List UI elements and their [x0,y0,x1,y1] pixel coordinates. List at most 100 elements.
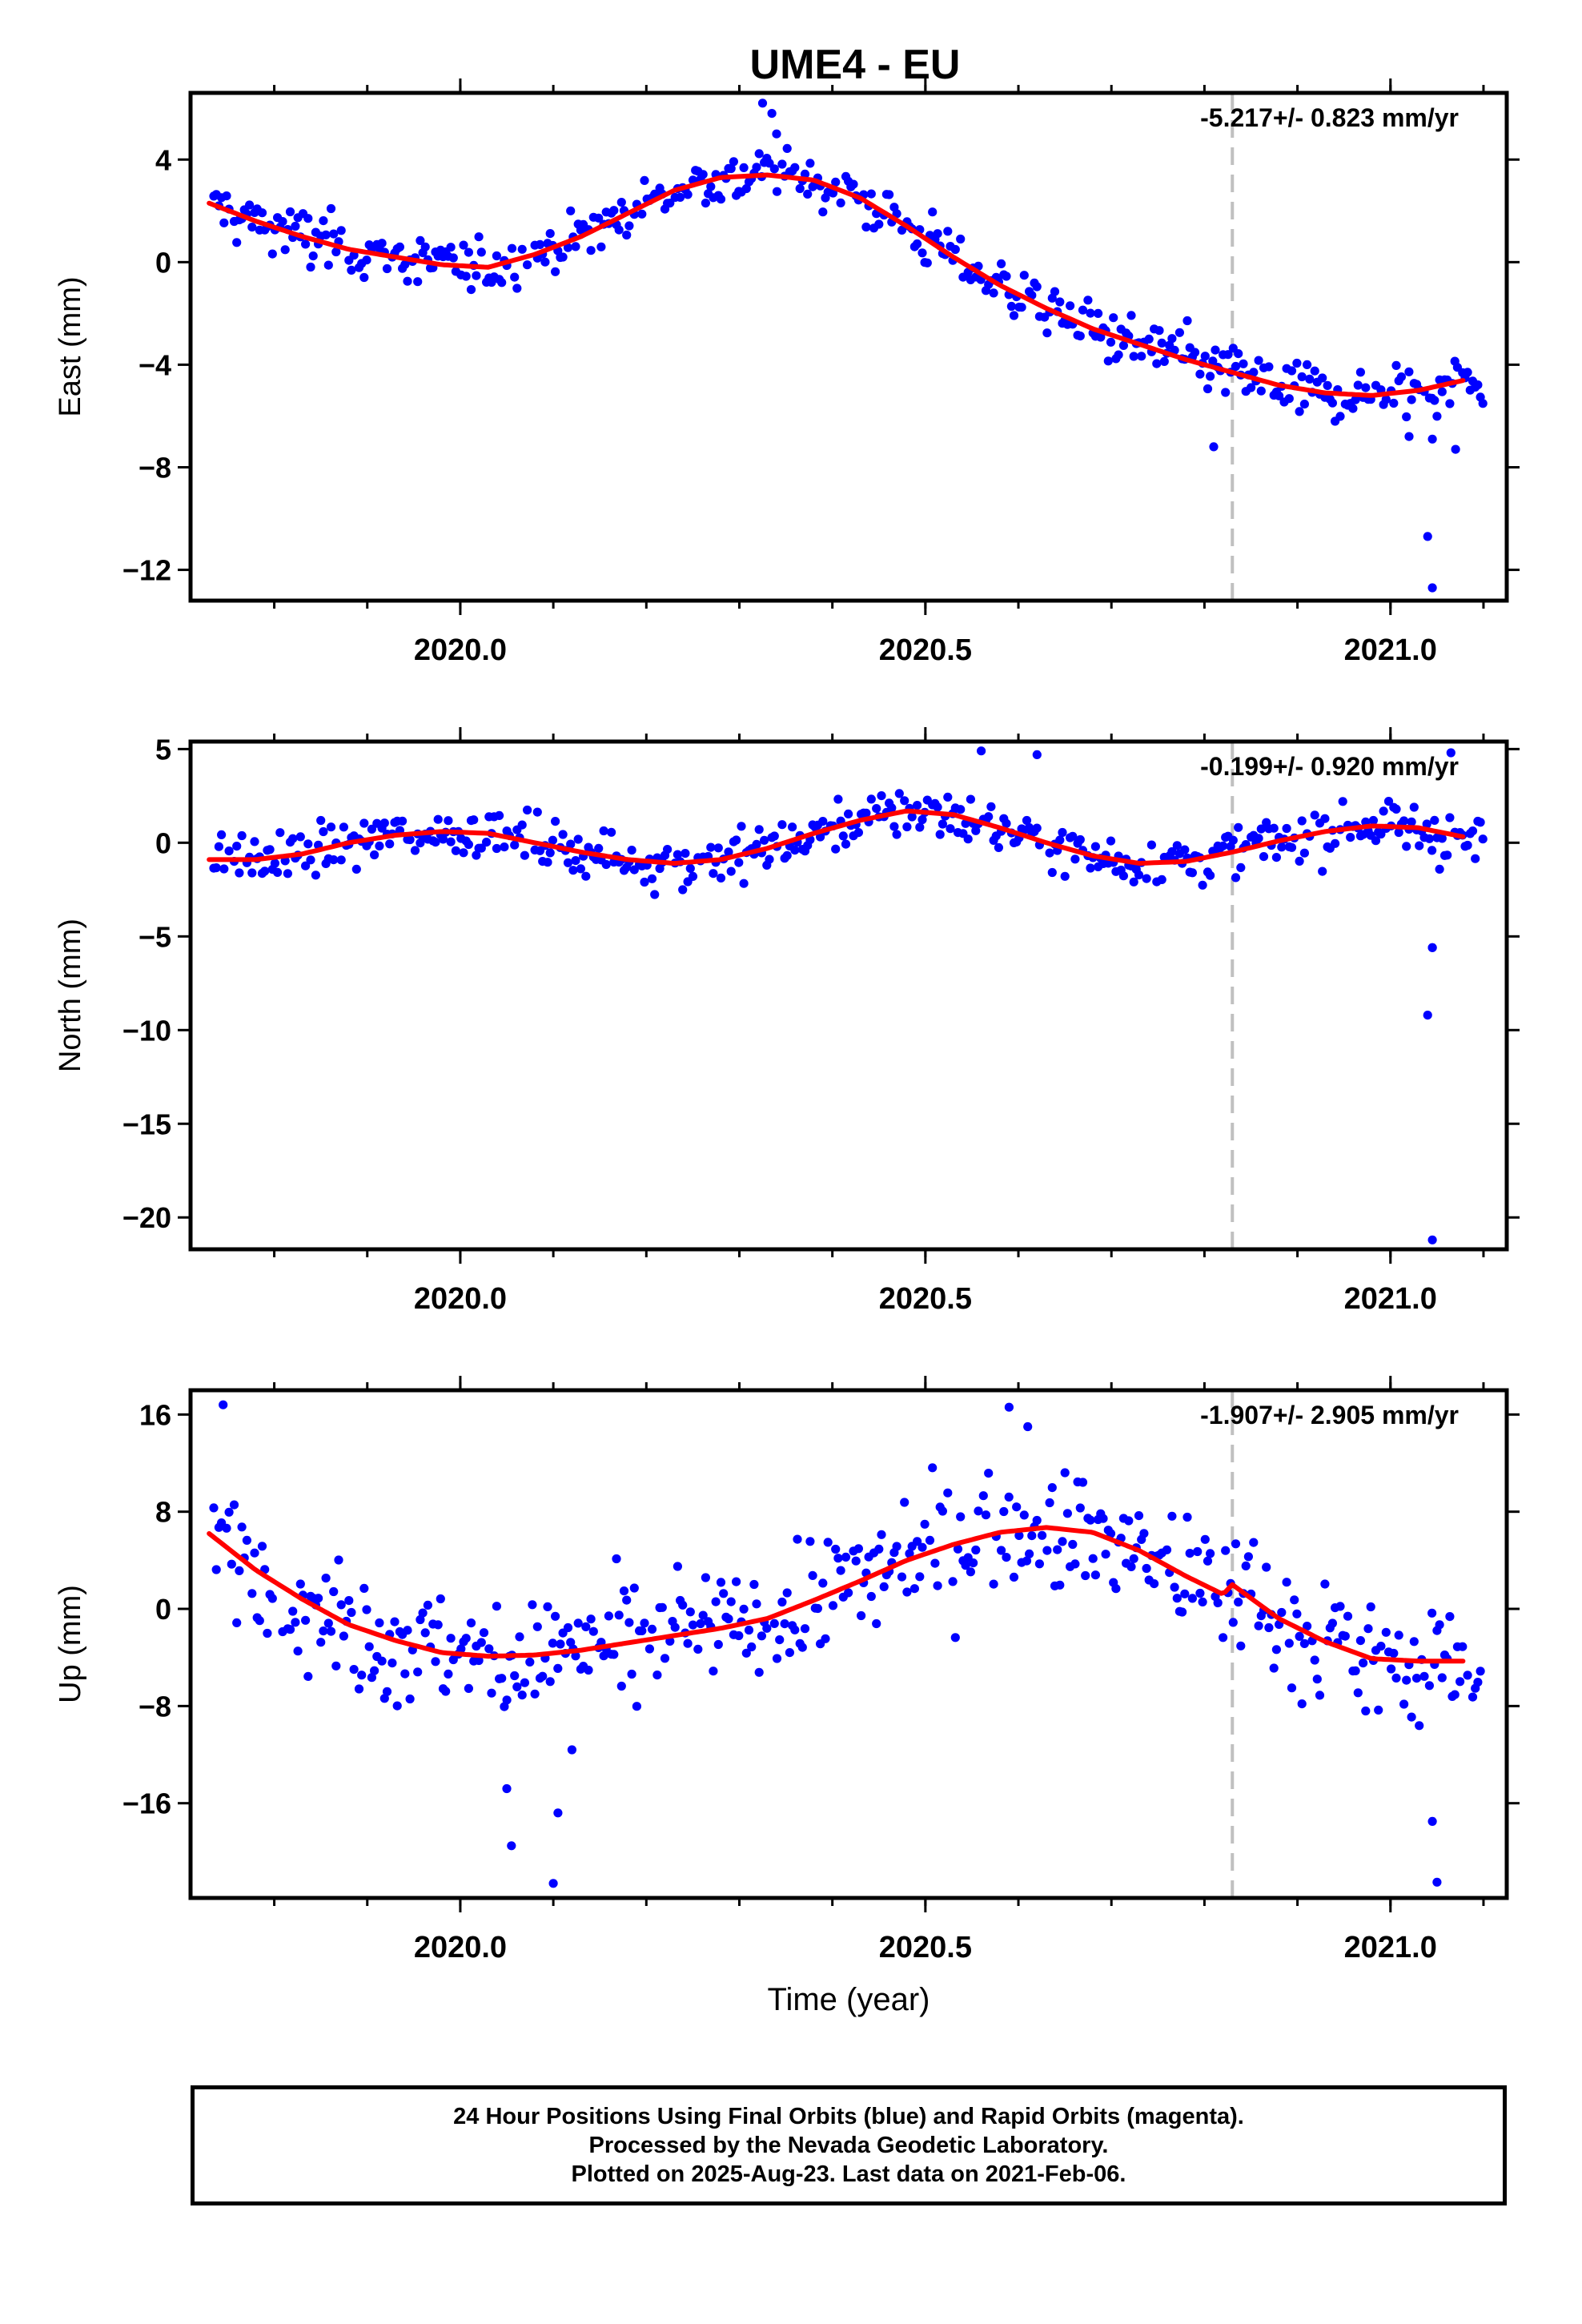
data-point [1070,1559,1080,1569]
data-point [961,1561,970,1570]
data-point [1468,826,1478,836]
data-point [879,1582,889,1591]
data-point [997,1546,1006,1555]
data-point [588,1626,598,1636]
data-point [805,1537,815,1546]
note-line-orbits: 24 Hour Positions Using Final Orbits (bl… [453,2104,1244,2129]
data-point [1098,1514,1108,1523]
data-point [232,238,242,247]
data-point [612,1554,621,1564]
data-point [382,263,392,274]
data-point [790,846,800,855]
data-point [1264,1622,1274,1633]
data-point [599,826,608,836]
data-point [1391,360,1401,370]
data-point [379,818,389,828]
data-point [1154,326,1164,336]
y-tick-label: 5 [155,733,171,766]
data-point [532,1622,542,1631]
data-point [701,1573,711,1582]
data-point [390,1617,400,1626]
data-point [520,850,530,860]
data-point [726,1597,736,1606]
data-point [836,198,845,207]
data-point [1126,311,1136,320]
data-point [303,839,313,849]
data-point [1275,391,1284,400]
data-point [1290,1595,1299,1605]
data-point [1262,1562,1271,1572]
data-point [1363,1624,1373,1634]
data-point [946,824,955,834]
data-point [752,839,761,849]
outlier-point [1423,532,1432,541]
data-point [1445,1612,1455,1622]
data-point [1437,387,1447,396]
data-point [1282,1578,1291,1587]
data-point [1256,824,1266,834]
data-point [306,855,315,865]
data-point [1187,1594,1197,1603]
data-point [831,177,841,187]
data-point [744,1625,754,1635]
data-point [737,822,746,831]
data-point [1081,1570,1090,1581]
data-point [1297,372,1307,382]
data-point [1139,1529,1149,1538]
data-point [461,1634,471,1643]
data-point [1310,810,1319,820]
data-point [1234,1597,1243,1607]
data-point [1223,350,1233,360]
data-point [1118,340,1128,350]
data-point [1055,297,1065,307]
data-point [1094,308,1103,318]
data-point [685,863,695,873]
data-point [1427,1608,1437,1618]
data-point [1399,1699,1409,1709]
outlier-point [1423,1011,1432,1020]
data-point [818,1578,828,1588]
data-point [966,1567,975,1577]
data-point [1058,1537,1067,1546]
figure-title: UME4 - EU [750,42,961,88]
data-point [913,801,922,810]
data-point [1090,842,1100,851]
data-point [956,234,966,244]
data-point [336,855,346,865]
data-point [676,192,685,202]
data-point [665,199,675,208]
data-point [285,1625,295,1634]
data-point [1320,814,1330,823]
data-point [1389,398,1399,408]
data-point [395,242,404,251]
data-point [319,826,328,837]
data-point [866,189,876,199]
data-point [586,246,596,255]
data-point [224,846,234,856]
data-point [1070,854,1080,864]
data-point [288,834,298,843]
data-point [354,1684,364,1694]
data-point [688,871,698,881]
data-point [446,837,456,846]
data-point [398,816,408,826]
data-point [1303,1622,1312,1631]
data-point [474,232,484,242]
data-point [280,245,290,255]
data-point [831,844,841,854]
data-point [713,1639,723,1650]
y-axis-label: North (mm) [54,919,87,1072]
data-point [571,856,580,866]
data-point [510,272,520,282]
data-point [295,832,305,842]
data-point [1394,1630,1403,1640]
data-point [1411,1674,1422,1683]
data-point [1157,338,1166,348]
x-tick-label: 2020.5 [879,1931,972,1964]
data-point [594,213,604,223]
data-point [1203,1556,1213,1566]
data-point [681,849,690,858]
data-point [563,243,573,252]
data-point [1170,345,1179,355]
data-point [314,1594,323,1603]
